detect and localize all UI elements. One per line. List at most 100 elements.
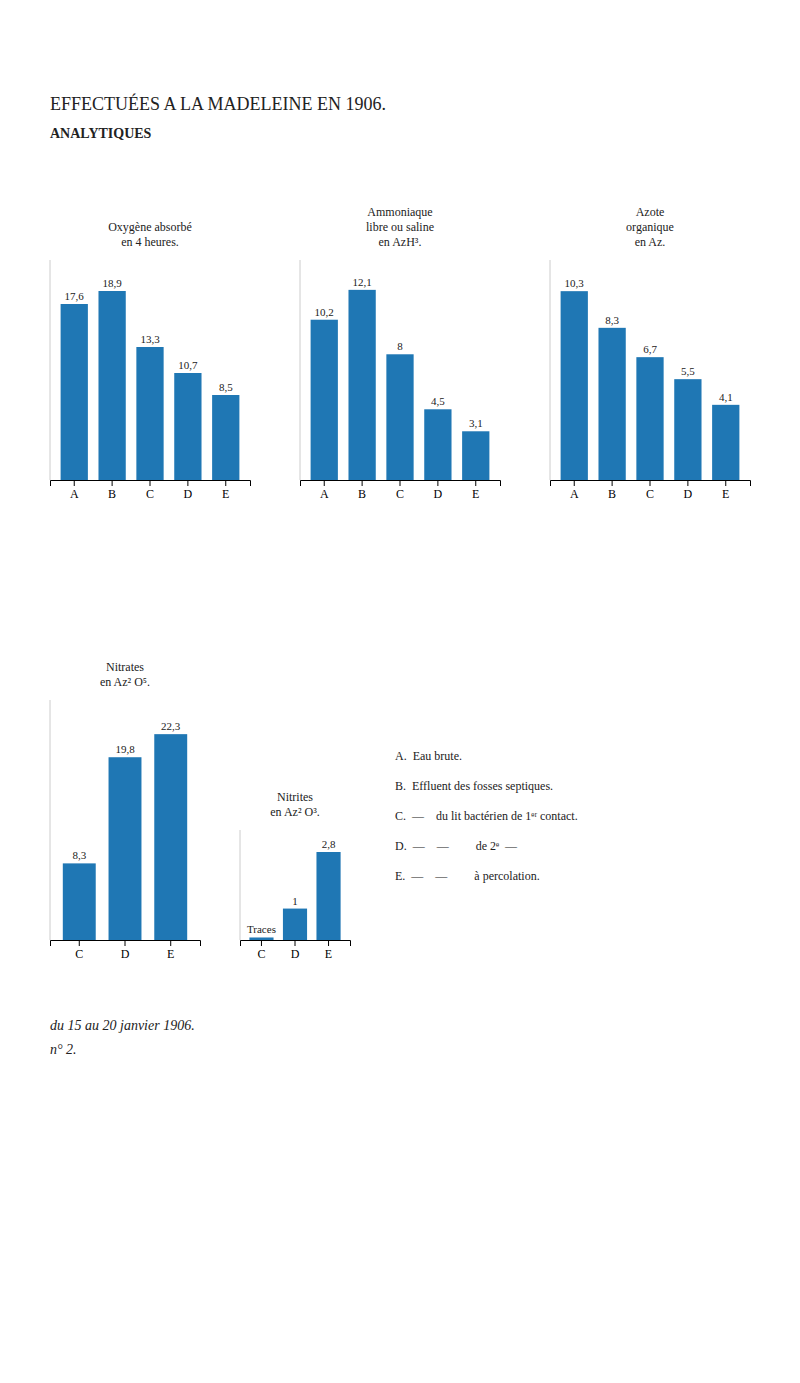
x-tick: E — [472, 480, 479, 501]
x-tick: B — [358, 480, 366, 501]
legend-line: B. Effluent des fosses septiques. — [395, 779, 553, 793]
x-tick: C — [75, 940, 83, 961]
x-axis-line — [241, 941, 351, 947]
x-tick-label: E — [222, 487, 229, 501]
x-axis: C D E — [51, 940, 201, 961]
data-label: 4,1 — [719, 391, 733, 403]
chart: Oxygène absorbéen 4 heures.ABCDE17,618,9… — [50, 220, 251, 501]
x-axis: A B C D E — [301, 480, 501, 501]
page-title: EFFECTUÉES A LA MADELEINE EN 1906. — [50, 93, 386, 114]
chart-title: en 4 heures. — [121, 235, 179, 249]
x-tick-mark — [112, 480, 113, 486]
x-axis-line — [51, 941, 201, 947]
bar — [283, 909, 307, 940]
x-tick-label: A — [70, 487, 79, 501]
x-tick-label: B — [608, 487, 616, 501]
x-axis: A B C D E — [551, 480, 751, 501]
bars — [561, 291, 740, 480]
chart-title: en Az² O⁵. — [100, 675, 150, 689]
data-label: 18,9 — [102, 277, 122, 289]
bars — [311, 290, 490, 480]
x-tick-label: D — [684, 487, 693, 501]
y-axis-line — [50, 260, 51, 480]
data-label: 12,1 — [352, 276, 371, 288]
x-tick-mark — [150, 480, 151, 486]
data-label: 10,3 — [565, 277, 585, 289]
bar — [424, 409, 451, 480]
x-tick-mark — [437, 480, 438, 486]
y-axis-line — [50, 700, 51, 940]
x-tick-mark — [725, 480, 726, 486]
chart-title: organique — [626, 220, 674, 234]
x-tick-mark — [261, 940, 262, 946]
x-tick: D — [121, 940, 130, 961]
bar — [674, 379, 701, 480]
x-tick: E — [722, 480, 729, 501]
x-tick-mark — [79, 940, 80, 946]
chart: Nitritesen Az² O³.CDETraces12,8 — [240, 790, 351, 961]
chart: Nitratesen Az² O⁵.CDE8,319,822,3 — [50, 660, 201, 961]
x-tick: A — [320, 480, 329, 501]
x-tick-mark — [650, 480, 651, 486]
x-tick: E — [167, 940, 174, 961]
x-tick-label: C — [75, 947, 83, 961]
bar — [98, 291, 125, 480]
x-tick-mark — [125, 940, 126, 946]
data-label: 13,3 — [140, 333, 160, 345]
bar — [462, 431, 489, 480]
x-tick-label: D — [434, 487, 443, 501]
bars — [63, 734, 187, 940]
page-svg: EFFECTUÉES A LA MADELEINE EN 1906. ANALYT… — [0, 0, 800, 1383]
data-label: 3,1 — [469, 417, 483, 429]
chart: Ammoniaquelibre ou salineen AzH³.ABCDE10… — [300, 205, 501, 501]
x-tick-label: C — [257, 947, 265, 961]
legend-line: C. — du lit bactérien de 1ᵉʳ contact. — [395, 809, 578, 823]
legend-line: E. — — à percolation. — [395, 869, 540, 883]
x-tick: A — [570, 480, 579, 501]
chart-title: en Az² O³. — [270, 805, 320, 819]
y-axis-line — [240, 830, 241, 940]
x-tick-mark — [400, 480, 401, 486]
chart-title: en AzH³. — [379, 235, 422, 249]
x-tick-mark — [295, 940, 296, 946]
data-label: 6,7 — [643, 343, 657, 355]
x-axis: CDE — [241, 940, 351, 961]
x-tick: C — [257, 940, 265, 961]
x-tick: E — [222, 480, 229, 501]
bar — [174, 373, 201, 480]
x-tick-mark — [74, 480, 75, 486]
data-label: 8,3 — [605, 314, 619, 326]
x-axis-line — [301, 481, 501, 487]
x-axis-line — [51, 481, 251, 487]
x-axis-line — [551, 481, 751, 487]
x-tick-label: E — [325, 947, 332, 961]
x-tick-mark — [362, 480, 363, 486]
note-line: du 15 au 20 janvier 1906. — [50, 1018, 195, 1033]
bar — [636, 357, 663, 480]
bar — [311, 320, 338, 480]
chart-title: Nitrates — [106, 660, 144, 674]
x-tick-mark — [328, 940, 329, 946]
x-tick-label: C — [146, 487, 154, 501]
x-tick: D — [684, 480, 693, 501]
x-tick-mark — [687, 480, 688, 486]
note-line: n° 2. — [50, 1042, 77, 1057]
x-tick-label: B — [358, 487, 366, 501]
x-tick: B — [108, 480, 116, 501]
x-tick-label: E — [167, 947, 174, 961]
x-tick: C — [396, 480, 404, 501]
legend-line: A. Eau brute. — [395, 749, 462, 763]
x-tick-mark — [324, 480, 325, 486]
section-title: ANALYTIQUES — [50, 126, 152, 141]
bar — [712, 405, 739, 480]
bar — [109, 757, 142, 940]
x-tick-label: A — [570, 487, 579, 501]
data-label: 2,8 — [322, 838, 336, 850]
x-tick-mark — [225, 480, 226, 486]
x-tick-mark — [475, 480, 476, 486]
x-tick: C — [646, 480, 654, 501]
x-tick-label: C — [646, 487, 654, 501]
chart-title: Ammoniaque — [367, 205, 432, 219]
y-axis-line — [550, 260, 551, 480]
data-label: 5,5 — [681, 365, 695, 377]
